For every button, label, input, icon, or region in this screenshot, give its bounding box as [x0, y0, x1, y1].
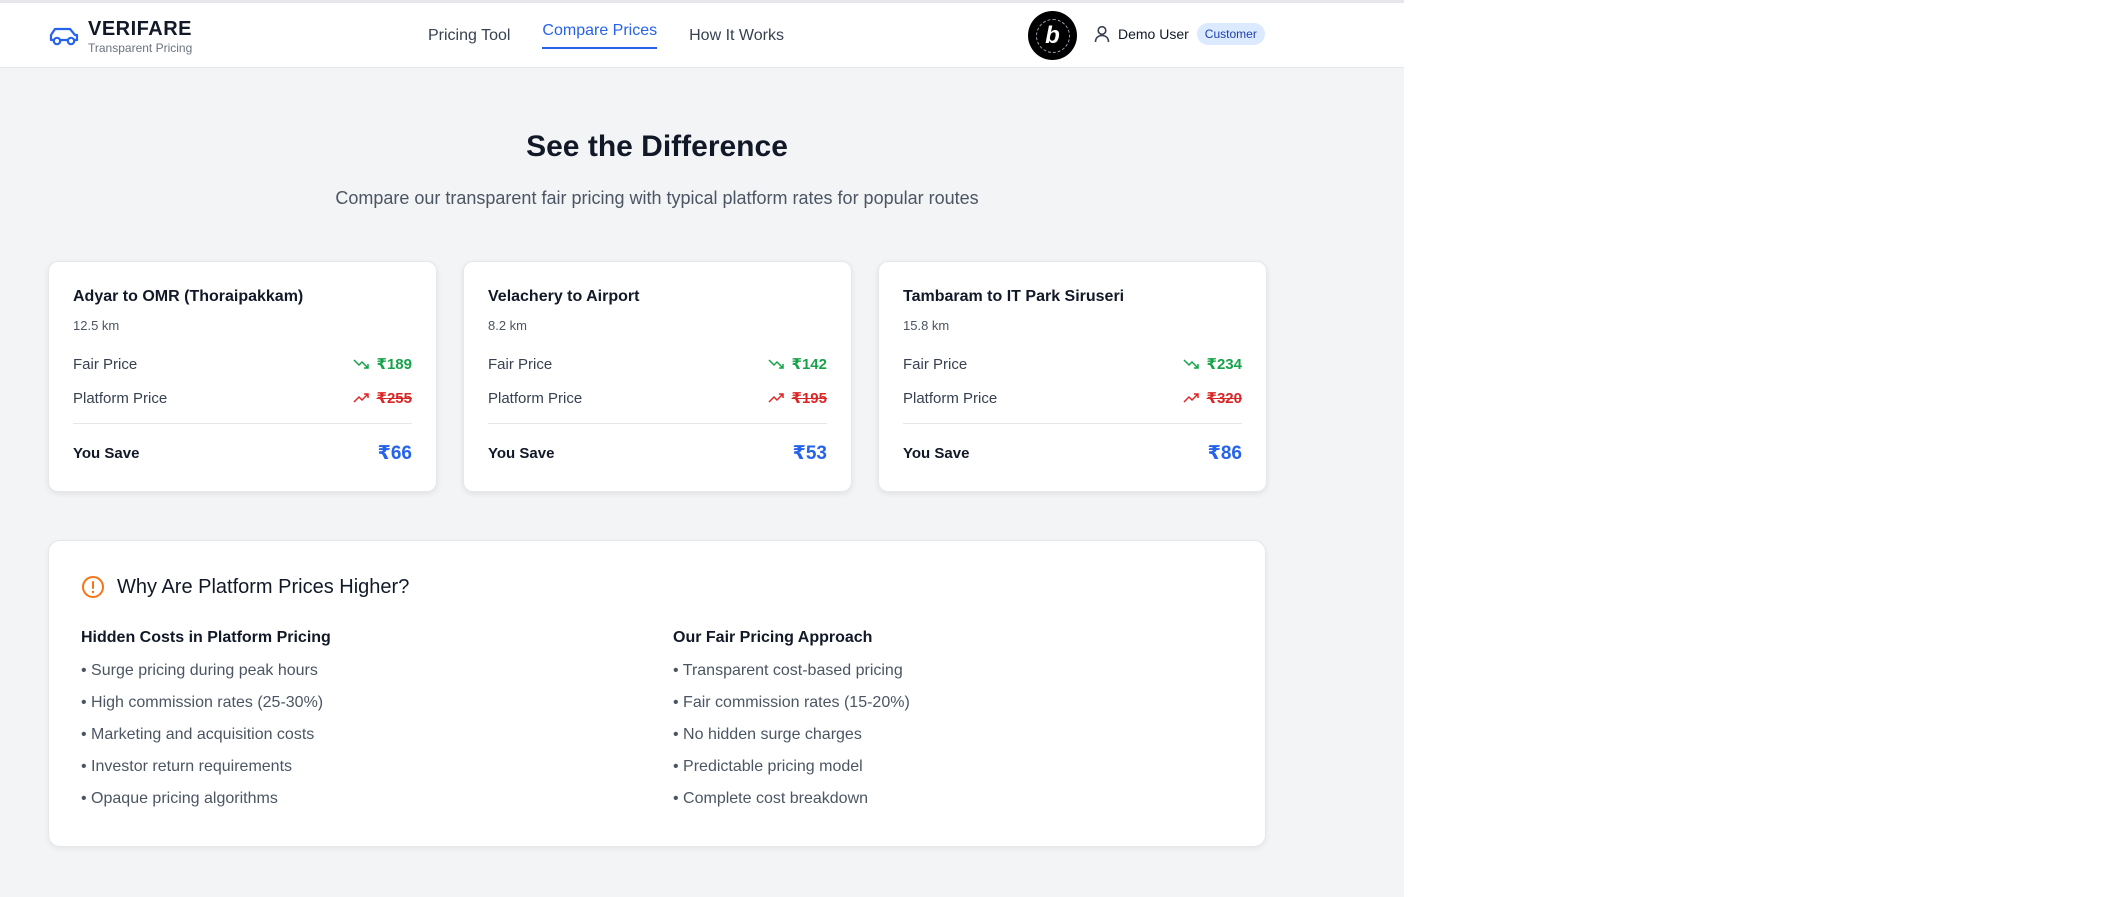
route-name: Velachery to Airport	[488, 288, 640, 305]
route-distance: 8.2 km	[488, 318, 528, 333]
fair-price-label: Fair Price	[488, 355, 553, 373]
why-header: Why Are Platform Prices Higher?	[81, 575, 409, 599]
platform-price-label: Platform Price	[903, 389, 998, 407]
platform-price-label: Platform Price	[488, 389, 583, 407]
route-name: Tambaram to IT Park Siruseri	[903, 288, 1125, 305]
savings-row: You Save ₹86	[903, 442, 1242, 465]
header: VERIFARE Transparent Pricing Pricing Too…	[0, 3, 1404, 68]
hidden-costs-column: Hidden Costs in Platform Pricing • Surge…	[81, 629, 331, 821]
top-border	[0, 0, 1404, 3]
platform-price-value: ₹195	[768, 389, 827, 407]
brand: VERIFARE Transparent Pricing	[88, 17, 192, 55]
fair-price-amount: ₹234	[1206, 356, 1242, 373]
route-card: Velachery to Airport 8.2 km Fair Price ₹…	[463, 261, 852, 492]
main-nav: Pricing Tool Compare Prices How It Works	[428, 3, 816, 68]
platform-price-value: ₹320	[1183, 389, 1242, 407]
list-item: • Investor return requirements	[81, 758, 293, 775]
trending-up-icon	[768, 393, 784, 403]
trending-up-icon	[1183, 393, 1199, 403]
nav-compare-prices[interactable]: Compare Prices	[542, 3, 657, 68]
trending-down-icon	[768, 359, 784, 369]
page-subtitle: Compare our transparent fair pricing wit…	[335, 188, 979, 208]
trending-down-icon	[353, 359, 369, 369]
list-item: • Opaque pricing algorithms	[81, 790, 278, 807]
fair-price-label: Fair Price	[903, 355, 968, 373]
list-item: • Fair commission rates (15-20%)	[673, 694, 910, 711]
fair-price-row: Fair Price ₹234	[903, 355, 1242, 374]
bolt-badge[interactable]: b	[1028, 11, 1077, 60]
fair-price-amount: ₹189	[376, 356, 412, 373]
fair-price-value: ₹189	[353, 355, 412, 373]
bolt-logo-glyph: b	[1045, 21, 1060, 49]
platform-price-row: Platform Price ₹320	[903, 389, 1242, 408]
alert-circle-icon	[82, 576, 104, 598]
platform-price-row: Platform Price ₹195	[488, 389, 827, 408]
list-item: • High commission rates (25-30%)	[81, 694, 324, 711]
bolt-logo: b	[1035, 18, 1070, 53]
list-item: • No hidden surge charges	[673, 726, 862, 743]
platform-price-label: Platform Price	[73, 389, 168, 407]
fair-approach-title: Our Fair Pricing Approach	[673, 629, 873, 646]
fair-price-row: Fair Price ₹189	[73, 355, 412, 374]
brand-name: VERIFARE	[88, 18, 193, 40]
savings-row: You Save ₹53	[488, 442, 827, 465]
savings-amount: ₹53	[792, 443, 827, 464]
trending-up-icon	[353, 393, 369, 403]
savings-amount: ₹86	[1207, 443, 1242, 464]
list-item: • Surge pricing during peak hours	[81, 662, 318, 679]
app-root: VERIFARE Transparent Pricing Pricing Too…	[0, 0, 1404, 897]
user-name: Demo User	[1118, 26, 1189, 42]
route-distance: 12.5 km	[73, 318, 120, 333]
user-menu[interactable]: Demo User Customer	[1094, 23, 1265, 45]
savings-row: You Save ₹66	[73, 442, 412, 465]
divider	[73, 423, 412, 424]
brand-tagline: Transparent Pricing	[88, 41, 193, 55]
platform-price-row: Platform Price ₹255	[73, 389, 412, 408]
savings-label: You Save	[73, 445, 140, 462]
page-title: See the Difference	[526, 130, 788, 163]
route-cards: Adyar to OMR (Thoraipakkam) 12.5 km Fair…	[48, 261, 1267, 492]
hidden-costs-title: Hidden Costs in Platform Pricing	[81, 629, 331, 646]
platform-price-value: ₹255	[353, 389, 412, 407]
list-item: • Transparent cost-based pricing	[673, 662, 903, 679]
route-distance: 15.8 km	[903, 318, 950, 333]
role-badge: Customer	[1196, 23, 1265, 45]
fair-price-value: ₹234	[1183, 355, 1242, 373]
savings-label: You Save	[488, 445, 555, 462]
route-name: Adyar to OMR (Thoraipakkam)	[73, 288, 304, 305]
nav-how-it-works[interactable]: How It Works	[689, 26, 784, 44]
divider	[488, 423, 827, 424]
why-title: Why Are Platform Prices Higher?	[117, 575, 410, 598]
logo[interactable]: VERIFARE Transparent Pricing	[48, 17, 192, 55]
trending-down-icon	[1183, 359, 1199, 369]
nav-pricing-tool[interactable]: Pricing Tool	[428, 26, 511, 44]
savings-amount: ₹66	[377, 443, 412, 464]
why-section: Why Are Platform Prices Higher? Hidden C…	[48, 540, 1266, 847]
savings-label: You Save	[903, 445, 970, 462]
platform-price-amount: ₹320	[1206, 390, 1242, 407]
platform-price-amount: ₹255	[376, 390, 412, 407]
list-item: • Predictable pricing model	[673, 758, 863, 775]
fair-price-label: Fair Price	[73, 355, 138, 373]
list-item: • Marketing and acquisition costs	[81, 726, 315, 743]
divider	[903, 423, 1242, 424]
route-card: Adyar to OMR (Thoraipakkam) 12.5 km Fair…	[48, 261, 437, 492]
fair-price-amount: ₹142	[791, 356, 827, 373]
user-icon	[1094, 25, 1110, 43]
fair-price-value: ₹142	[768, 355, 827, 373]
route-card: Tambaram to IT Park Siruseri 15.8 km Fai…	[878, 261, 1267, 492]
platform-price-amount: ₹195	[791, 390, 827, 407]
fair-approach-column: Our Fair Pricing Approach • Transparent …	[673, 629, 910, 821]
list-item: • Complete cost breakdown	[673, 790, 869, 807]
fair-price-row: Fair Price ₹142	[488, 355, 827, 374]
car-icon	[49, 27, 79, 46]
